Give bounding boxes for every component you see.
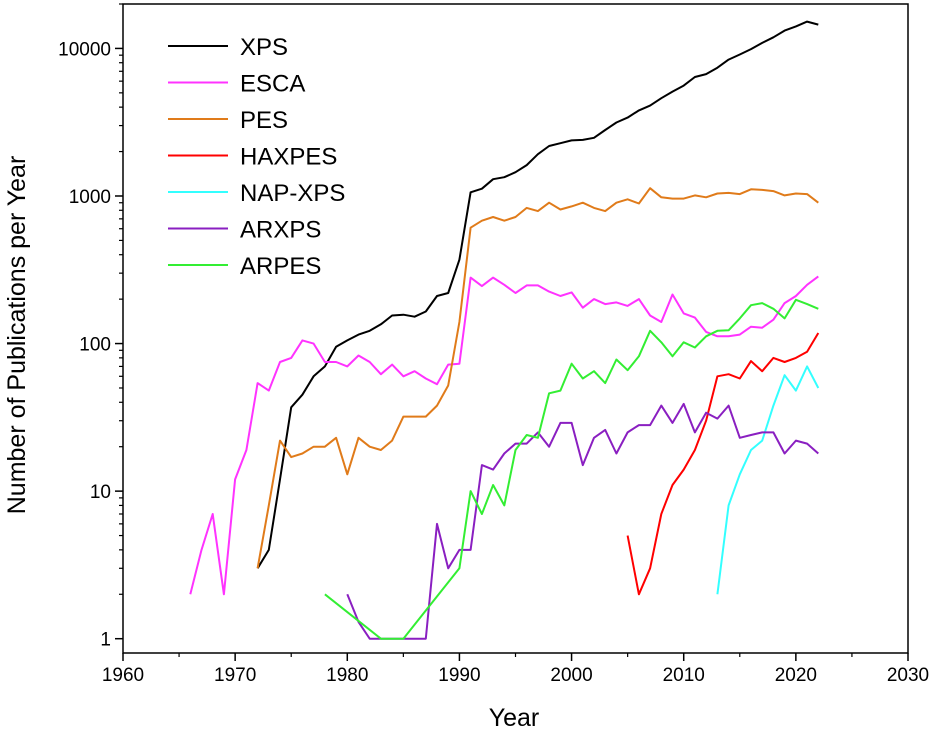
y-axis-title: Number of Publications per Year bbox=[3, 156, 31, 515]
series-line-esca bbox=[189, 275, 819, 596]
plot-area bbox=[122, 3, 909, 654]
y-tick-label: 100 bbox=[79, 335, 111, 356]
legend: XPS ESCA PES HAXPES NAP-XPS ARXPS ARPES bbox=[168, 34, 345, 280]
legend-label-arxps: ARXPS bbox=[240, 217, 321, 244]
series-line-nap-xps bbox=[716, 365, 820, 595]
legend-label-arpes: ARPES bbox=[240, 253, 321, 280]
series-line-arpes bbox=[324, 298, 819, 640]
series-layer bbox=[189, 20, 820, 640]
x-tick-label: 1980 bbox=[326, 665, 368, 686]
x-tick-label: 1960 bbox=[102, 665, 144, 686]
legend-label-xps: XPS bbox=[240, 34, 288, 61]
x-axis-title: Year bbox=[489, 704, 540, 732]
x-tick-label: 1990 bbox=[438, 665, 480, 686]
y-tick-label: 1 bbox=[100, 630, 111, 651]
series-line-haxpes bbox=[626, 332, 820, 596]
x-tick-label: 2000 bbox=[550, 665, 592, 686]
x-tick-label: 2010 bbox=[663, 665, 705, 686]
series-line-xps bbox=[256, 20, 819, 569]
legend-label-pes: PES bbox=[240, 107, 288, 134]
axes-layer: 1960 1970 1980 1990 2000 2010 2020 2030 1 10 100 10… bbox=[58, 3, 929, 686]
legend-label-haxpes: HAXPES bbox=[240, 144, 337, 171]
plot-frame bbox=[122, 3, 909, 654]
y-tick-label: 10000 bbox=[58, 39, 111, 60]
x-tick-label: 1970 bbox=[214, 665, 256, 686]
series-line-pes bbox=[256, 187, 819, 569]
series-line-arxps bbox=[346, 402, 819, 640]
y-tick-label: 10 bbox=[90, 482, 111, 503]
x-tick-label: 2030 bbox=[887, 665, 929, 686]
legend-label-esca: ESCA bbox=[240, 71, 305, 98]
x-tick-label: 2020 bbox=[775, 665, 817, 686]
legend-label-nap-xps: NAP-XPS bbox=[240, 180, 345, 207]
y-tick-label: 1000 bbox=[69, 187, 111, 208]
